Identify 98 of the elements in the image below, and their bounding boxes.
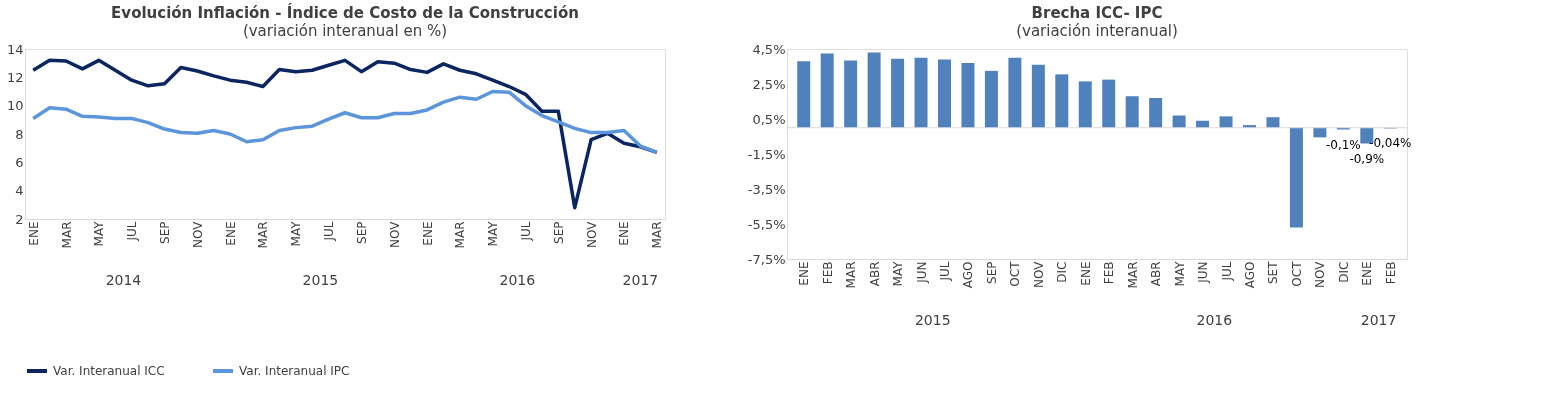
x-tick-label: MAY	[486, 220, 501, 247]
bar	[1313, 127, 1327, 138]
x-tick-label: MAR	[650, 221, 665, 249]
x-tick-label: MAR	[59, 221, 74, 249]
bar	[1055, 74, 1069, 128]
x-tick-label: ENE	[797, 261, 812, 286]
x-tick-label: ENE	[420, 221, 435, 246]
bar	[938, 59, 951, 128]
x-tick-label: DIC	[1055, 261, 1070, 283]
x-tick-label: SEP	[984, 261, 999, 284]
bar	[1078, 81, 1092, 128]
x-tick-label: ENE	[223, 221, 238, 246]
y-tick-label: 10	[6, 98, 24, 114]
y-tick-label: 0,5%	[752, 111, 786, 127]
text: 2015	[914, 312, 951, 328]
data-label: -0,1%	[1325, 137, 1361, 152]
text: 2016	[1196, 312, 1233, 328]
x-tick-label: NOV	[584, 220, 599, 248]
x-tick-label: MAR	[256, 221, 271, 249]
x-tick-label: MAY	[891, 260, 906, 287]
text: 2017	[1360, 312, 1397, 328]
y-tick-label: 2,5%	[752, 76, 786, 92]
data-label: -0,9%	[1349, 151, 1385, 166]
chart-title: Evolución Inflación - Índice de Costo de la Construcción	[111, 3, 579, 22]
x-tick-label: FEB	[1383, 261, 1398, 285]
x-tick-label: NOV	[1313, 260, 1328, 288]
chart-subtitle: (variación interanual)	[1016, 22, 1178, 40]
x-tick-label: MAR	[1125, 261, 1140, 289]
x-tick-label: OCT	[1008, 260, 1023, 287]
x-tick-label: JUN	[914, 261, 929, 284]
chart-subtitle: (variación interanual en %)	[242, 22, 448, 40]
y-tick-label: 2	[15, 211, 24, 227]
bar	[1008, 57, 1022, 128]
x-tick-label: JUN	[1196, 261, 1211, 284]
bar	[914, 57, 928, 128]
x-tick-label: JUL	[938, 261, 952, 282]
x-tick-label: DIC	[1336, 261, 1351, 283]
x-tick-label: MAR	[844, 261, 859, 289]
y-tick-label: 4	[15, 183, 24, 199]
x-tick-label: FEB	[820, 261, 835, 285]
bar	[1102, 79, 1116, 128]
bar	[1125, 96, 1139, 128]
bar	[1031, 64, 1045, 128]
legend-label: Var. Interanual ICC	[53, 364, 165, 378]
x-tick-label: ABR	[1149, 261, 1164, 287]
y-tick-label: 4,5%	[752, 41, 786, 57]
bar	[844, 60, 858, 128]
y-tick-label: -5,5%	[747, 216, 786, 232]
x-tick-label: MAY	[289, 220, 304, 247]
y-tick-label: -7,5%	[747, 251, 786, 267]
x-tick-label: JUL	[322, 221, 337, 242]
bar	[820, 53, 834, 128]
text: 2017	[622, 272, 659, 288]
x-tick-label: JUL	[125, 221, 140, 242]
x-tick-label: OCT	[1289, 260, 1304, 287]
bar	[1149, 98, 1163, 128]
x-tick-label: SEP	[157, 221, 172, 244]
x-tick-label: SET	[1266, 260, 1281, 285]
bar	[867, 52, 881, 128]
x-tick-label: NOV	[190, 220, 205, 248]
bar	[1219, 116, 1233, 128]
x-tick-label: NOV	[387, 220, 402, 248]
bar	[891, 58, 905, 128]
bar	[1172, 115, 1186, 128]
text: 2016	[499, 272, 536, 288]
y-tick-label: 14	[6, 41, 24, 57]
y-tick-label: 8	[15, 126, 24, 142]
x-tick-label: NOV	[1031, 260, 1046, 288]
x-tick-label: FEB	[1102, 261, 1117, 285]
x-tick-label: ABR	[867, 261, 882, 287]
x-tick-label: MAY	[1172, 260, 1187, 287]
bar	[1266, 117, 1280, 128]
x-tick-label: MAR	[453, 221, 468, 249]
x-tick-label: JUL	[1219, 261, 1234, 282]
x-tick-label: AGO	[1243, 261, 1257, 289]
line-series	[31, 89, 659, 155]
x-tick-label: SEP	[551, 221, 566, 244]
x-tick-label: ENE	[1360, 261, 1375, 286]
x-tick-label: AGO	[961, 261, 976, 289]
data-label: -0,04%	[1369, 136, 1412, 151]
x-tick-label: MAY	[92, 220, 107, 247]
bar	[984, 70, 998, 128]
text: 2015	[302, 272, 339, 288]
chart-title: Brecha ICC- IPC	[1031, 4, 1163, 22]
y-tick-label: -3,5%	[747, 181, 786, 197]
legend-label: Var. Interanual IPC	[239, 364, 350, 378]
bar	[1289, 127, 1303, 228]
x-tick-label: ENE	[26, 221, 41, 246]
text: 2014	[105, 272, 142, 288]
x-tick-label: ENE	[617, 221, 632, 246]
y-tick-label: 6	[15, 154, 24, 170]
bar	[961, 63, 975, 128]
x-tick-label: SEP	[354, 221, 369, 244]
x-tick-label: JUL	[519, 221, 534, 242]
x-tick-label: ENE	[1078, 261, 1093, 286]
y-tick-label: -1,5%	[747, 146, 786, 162]
bar	[797, 61, 811, 128]
y-tick-label: 12	[6, 69, 24, 85]
